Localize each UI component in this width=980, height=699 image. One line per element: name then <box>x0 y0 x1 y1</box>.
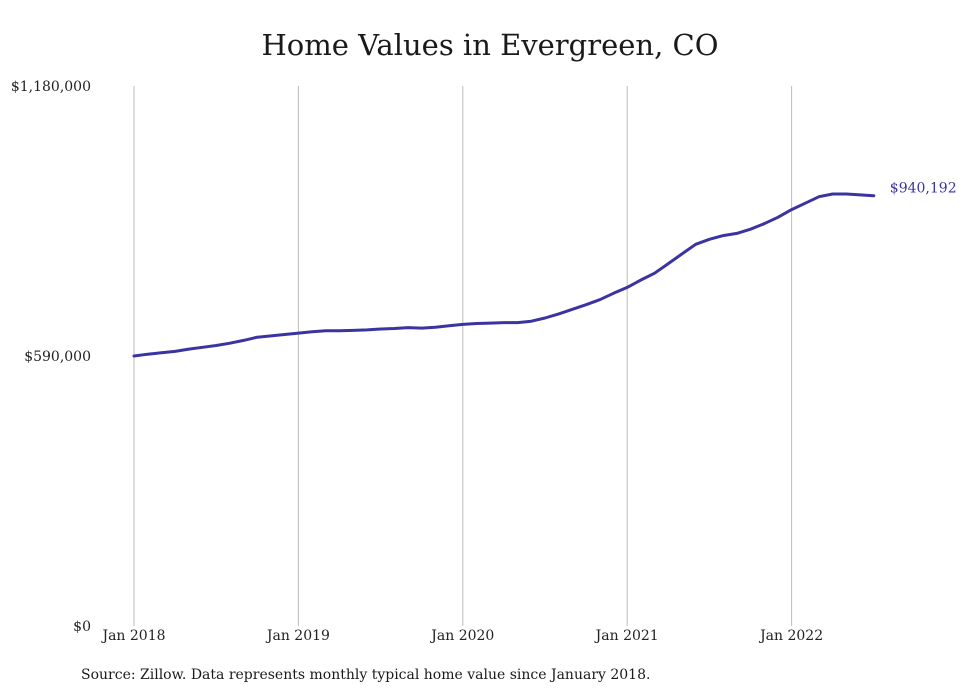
x-tick-label: Jan 2022 <box>758 628 823 644</box>
y-tick-label: $0 <box>73 619 91 635</box>
x-tick-label: Jan 2018 <box>100 628 165 644</box>
chart-title: Home Values in Evergreen, CO <box>261 28 719 62</box>
series-line <box>132 192 876 358</box>
x-tick-label: Jan 2019 <box>265 628 330 644</box>
x-tick-label: Jan 2020 <box>429 628 494 644</box>
x-tick-label: Jan 2021 <box>594 628 659 644</box>
y-tick-label: $590,000 <box>24 349 91 365</box>
y-tick-label: $1,180,000 <box>11 79 91 95</box>
end-value-label: $940,192 <box>890 181 957 197</box>
source-note: Source: Zillow. Data represents monthly … <box>81 667 651 683</box>
